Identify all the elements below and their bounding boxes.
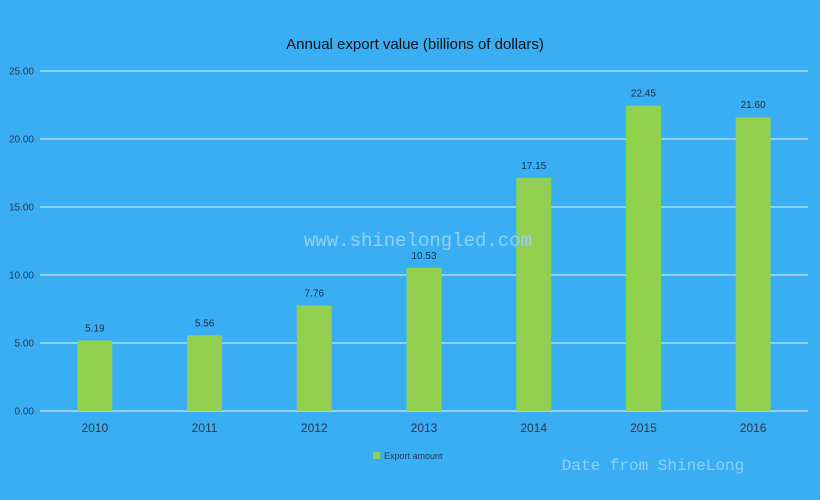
data-label: 17.15 (521, 161, 546, 172)
x-axis-ticks: 2010 2011 2012 2013 2014 2015 2016 (82, 421, 767, 435)
y-tick-label: 15.00 (9, 203, 34, 214)
data-label: 7.76 (305, 288, 325, 299)
data-label: 22.45 (631, 89, 656, 100)
watermark-url: www.shinelongled.com (304, 230, 532, 252)
bar (625, 105, 661, 412)
data-label: 21.60 (741, 100, 766, 111)
x-tick-label: 2015 (630, 421, 657, 435)
data-label: 5.56 (195, 318, 215, 329)
data-label: 5.19 (85, 323, 105, 334)
legend-swatch (373, 452, 380, 459)
x-tick-label: 2011 (192, 421, 218, 435)
bar (735, 117, 771, 412)
x-tick-label: 2010 (82, 421, 109, 435)
y-tick-label: 10.00 (9, 271, 34, 282)
bar (187, 335, 223, 411)
bar (77, 340, 113, 411)
bar (516, 177, 552, 411)
y-axis-ticks: 0.00 5.00 10.00 15.00 20.00 25.00 (9, 67, 34, 418)
legend: Export amount (373, 451, 443, 461)
x-tick-label: 2014 (520, 421, 547, 435)
y-tick-label: 0.00 (15, 407, 35, 418)
x-tick-label: 2016 (740, 421, 767, 435)
chart-title: Annual export value (billions of dollars… (286, 36, 544, 53)
x-tick-label: 2012 (301, 421, 328, 435)
bars (77, 105, 771, 412)
y-tick-label: 20.00 (9, 135, 34, 146)
bar (406, 267, 442, 411)
y-tick-label: 25.00 (9, 67, 34, 78)
watermark-source: Date from ShineLong (562, 457, 744, 475)
legend-label: Export amount (384, 451, 443, 461)
x-tick-label: 2013 (411, 421, 438, 435)
data-label: 10.53 (411, 251, 436, 262)
y-tick-label: 5.00 (15, 339, 35, 350)
data-labels: 5.19 5.56 7.76 10.53 17.15 22.45 21.60 (85, 89, 766, 335)
bar (296, 305, 332, 411)
